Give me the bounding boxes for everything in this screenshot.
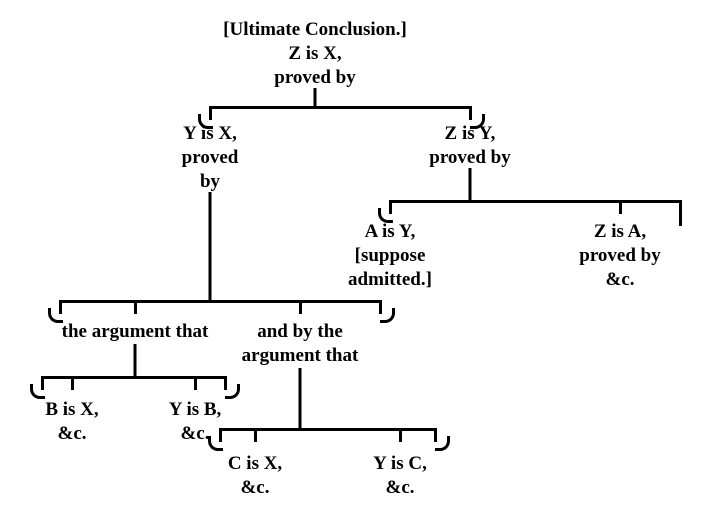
node-yisb-line1: Y is B,	[169, 398, 222, 422]
node-yisx-line2: proved	[182, 146, 239, 170]
node-zisy-line1: Z is Y,	[429, 122, 510, 146]
node-arg2-line1: and by the	[242, 320, 359, 344]
node-root-line1: [Ultimate Conclusion.]	[223, 18, 407, 42]
node-root-line3: proved by	[223, 66, 407, 90]
stem-zisy	[469, 168, 472, 200]
node-zisa: Z is A, proved by &c.	[579, 220, 660, 291]
node-aisy-line2: [suppose	[348, 244, 432, 268]
node-yisc: Y is C, &c.	[373, 452, 427, 500]
node-yisx: Y is X, proved by	[182, 122, 239, 193]
bracket-arg2	[0, 428, 720, 448]
node-arg2-line2: argument that	[242, 344, 359, 368]
node-yisx-line3: by	[182, 170, 239, 194]
node-yisx-line1: Y is X,	[182, 122, 239, 146]
bracket-root	[0, 106, 720, 126]
stem-arg1	[134, 344, 137, 376]
stem-arg2	[299, 368, 302, 428]
node-zisa-line3: &c.	[579, 268, 660, 292]
node-bisx-line1: B is X,	[45, 398, 98, 422]
node-aisy: A is Y, [suppose admitted.]	[348, 220, 432, 291]
stem-root	[314, 88, 317, 106]
node-arg1-line1: the argument that	[62, 320, 209, 344]
node-zisy-line2: proved by	[429, 146, 510, 170]
bracket-arg1	[0, 376, 720, 396]
node-zisy: Z is Y, proved by	[429, 122, 510, 170]
node-cisx: C is X, &c.	[228, 452, 282, 500]
node-root: [Ultimate Conclusion.] Z is X, proved by	[223, 18, 407, 89]
node-root-line2: Z is X,	[223, 42, 407, 66]
node-aisy-line1: A is Y,	[348, 220, 432, 244]
node-aisy-line3: admitted.]	[348, 268, 432, 292]
node-zisa-line2: proved by	[579, 244, 660, 268]
node-zisa-line1: Z is A,	[579, 220, 660, 244]
node-arg2: and by the argument that	[242, 320, 359, 368]
stem-yisx	[209, 192, 212, 300]
node-cisx-line1: C is X,	[228, 452, 282, 476]
node-yisc-line1: Y is C,	[373, 452, 427, 476]
node-arg1: the argument that	[62, 320, 209, 344]
node-cisx-line2: &c.	[228, 476, 282, 500]
bracket-yisx	[0, 300, 720, 320]
node-yisc-line2: &c.	[373, 476, 427, 500]
